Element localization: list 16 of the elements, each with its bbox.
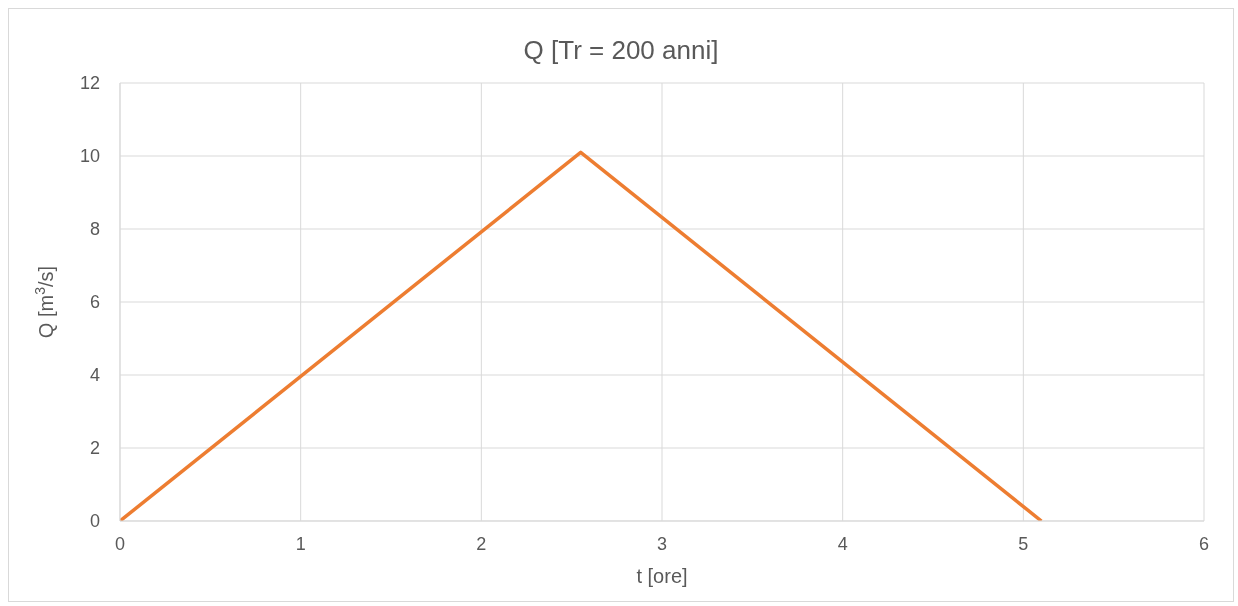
y-tick-label: 6 <box>89 292 100 313</box>
x-tick-label: 0 <box>114 533 126 554</box>
x-tick-label: 5 <box>1018 533 1029 554</box>
x-tick-label: 2 <box>476 533 487 554</box>
y-tick-label: 2 <box>89 438 100 459</box>
x-axis-title: t [ore] <box>636 565 688 587</box>
y-tick-label: 8 <box>89 219 100 240</box>
y-tick-label: 4 <box>89 365 100 386</box>
x-tick-label: 4 <box>837 533 848 554</box>
y-tick-label: 0 <box>89 511 100 532</box>
y-tick-label: 12 <box>79 73 100 94</box>
x-tick-label: 1 <box>295 533 306 554</box>
y-tick-label: 10 <box>79 146 100 167</box>
x-tick-label: 3 <box>656 533 668 554</box>
chart-title: Q [Tr = 200 anni] <box>522 35 720 66</box>
x-tick-label: 6 <box>1198 533 1210 554</box>
